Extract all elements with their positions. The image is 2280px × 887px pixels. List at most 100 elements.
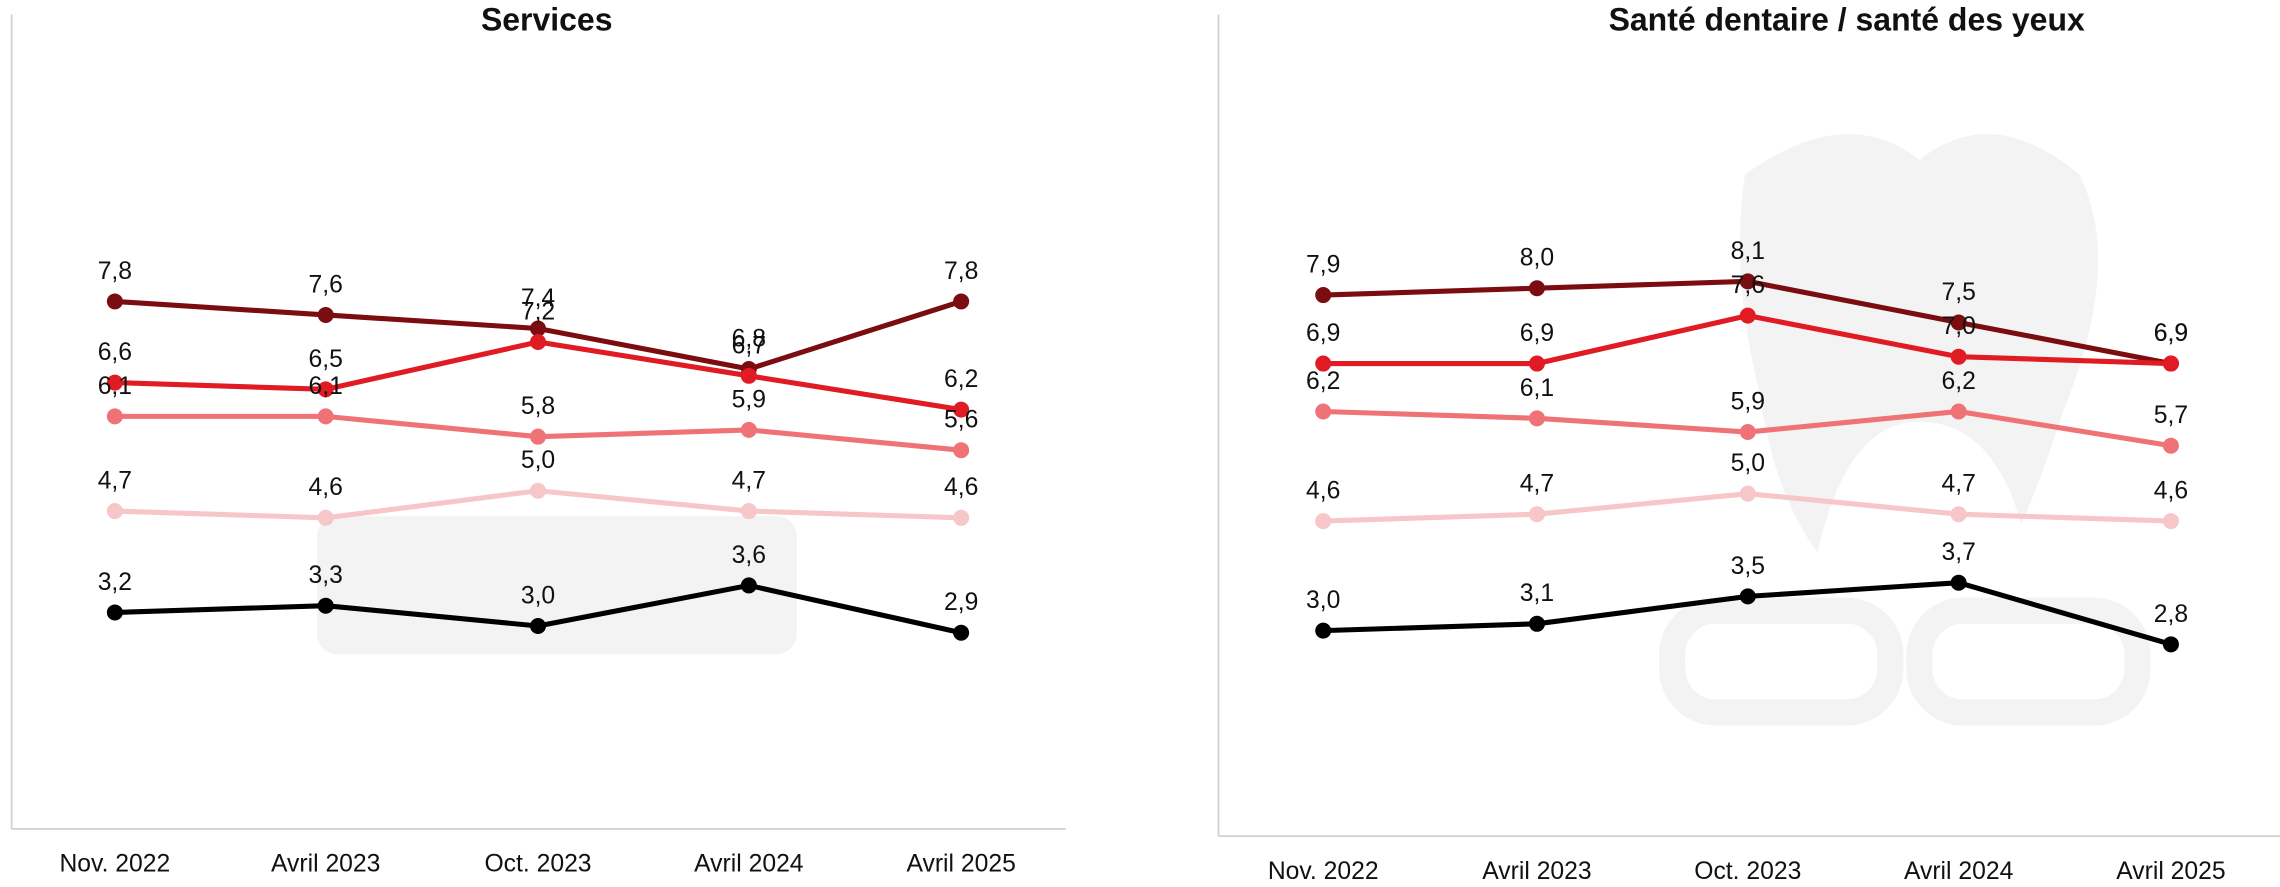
data-label: 6,6 bbox=[98, 339, 132, 366]
background-icons bbox=[316, 134, 2151, 726]
data-label: 5,9 bbox=[1731, 388, 1765, 415]
data-label: 3,2 bbox=[98, 569, 132, 596]
data-label: 6,8 bbox=[732, 326, 766, 353]
data-label: 7,8 bbox=[98, 258, 132, 285]
data-point bbox=[106, 374, 123, 391]
data-label: 4,6 bbox=[2154, 478, 2188, 505]
data-label: 7,6 bbox=[1731, 272, 1765, 299]
data-label: 7,8 bbox=[944, 258, 978, 285]
data-point bbox=[317, 381, 334, 398]
data-label: 4,7 bbox=[1520, 471, 1554, 498]
data-point bbox=[953, 401, 970, 418]
data-label: 6,5 bbox=[309, 346, 343, 373]
x-tick-label: Avril 2024 bbox=[694, 851, 804, 878]
data-label: 4,7 bbox=[732, 467, 766, 494]
data-point bbox=[530, 320, 547, 337]
data-label: 7,0 bbox=[1941, 313, 1975, 340]
data-label: 5,0 bbox=[521, 447, 555, 474]
data-point bbox=[953, 442, 970, 459]
data-label: 4,6 bbox=[1306, 478, 1340, 505]
data-label: 6,2 bbox=[1306, 368, 1340, 395]
data-label: 7,6 bbox=[309, 271, 343, 298]
data-label: 7,5 bbox=[1941, 279, 1975, 306]
data-point bbox=[106, 293, 123, 310]
data-point bbox=[740, 421, 757, 438]
data-label: 4,6 bbox=[309, 474, 343, 501]
x-tick-label: Avril 2025 bbox=[2116, 858, 2225, 885]
data-label: 6,9 bbox=[1520, 320, 1554, 347]
data-point bbox=[1739, 485, 1756, 502]
data-label: 3,0 bbox=[1306, 587, 1340, 614]
data-label: 7,2 bbox=[521, 298, 555, 325]
data-point bbox=[953, 509, 970, 526]
data-label: 5,9 bbox=[732, 386, 766, 413]
data-label: 6,1 bbox=[309, 373, 343, 400]
data-point bbox=[106, 503, 123, 520]
data-label: 4,7 bbox=[1941, 471, 1975, 498]
data-point bbox=[1950, 314, 1967, 331]
data-label: 5,6 bbox=[944, 407, 978, 434]
data-point bbox=[1739, 273, 1756, 290]
data-point bbox=[530, 334, 547, 351]
data-point bbox=[1739, 307, 1756, 324]
data-point bbox=[106, 408, 123, 425]
data-label: 4,7 bbox=[98, 467, 132, 494]
data-label: 2,8 bbox=[2154, 601, 2188, 628]
data-label: 3,0 bbox=[521, 582, 555, 609]
data-point bbox=[740, 503, 757, 520]
x-tick-label: Oct. 2023 bbox=[1694, 858, 1801, 885]
data-point bbox=[530, 428, 547, 445]
data-point bbox=[1528, 410, 1545, 427]
data-label: 6,9 bbox=[2154, 320, 2188, 347]
data-point bbox=[1528, 615, 1545, 632]
data-label: 3,3 bbox=[309, 562, 343, 589]
data-point bbox=[2162, 636, 2179, 653]
data-point bbox=[740, 577, 757, 594]
x-tick-label: Nov. 2022 bbox=[1268, 858, 1379, 885]
data-point bbox=[317, 306, 334, 323]
data-point bbox=[2162, 437, 2179, 454]
data-label: 6,7 bbox=[732, 332, 766, 359]
data-point bbox=[1315, 622, 1332, 639]
data-label: 6,9 bbox=[1306, 320, 1340, 347]
data-label: 6,2 bbox=[1941, 368, 1975, 395]
data-label: 7,9 bbox=[1306, 252, 1340, 279]
data-point bbox=[2162, 355, 2179, 372]
data-label: 6,1 bbox=[98, 373, 132, 400]
data-point bbox=[953, 293, 970, 310]
data-label: 6,9 bbox=[2154, 320, 2188, 347]
x-tick-label: Oct. 2023 bbox=[484, 851, 591, 878]
x-tick-label: Nov. 2022 bbox=[59, 851, 170, 878]
data-label: 5,7 bbox=[2154, 402, 2188, 429]
data-label: 5,0 bbox=[1731, 450, 1765, 477]
data-label: 8,0 bbox=[1520, 245, 1554, 272]
data-label: 3,6 bbox=[732, 542, 766, 569]
data-label: 3,7 bbox=[1941, 539, 1975, 566]
data-point bbox=[317, 597, 334, 614]
data-label: 4,6 bbox=[944, 474, 978, 501]
data-point bbox=[1528, 355, 1545, 372]
data-point bbox=[1739, 588, 1756, 605]
data-label: 5,8 bbox=[521, 393, 555, 420]
data-label: 2,9 bbox=[944, 589, 978, 616]
data-point bbox=[530, 482, 547, 499]
chart-title: Santé dentaire / santé des yeux bbox=[1609, 1, 2085, 37]
data-point bbox=[317, 408, 334, 425]
data-point bbox=[953, 624, 970, 641]
data-point bbox=[1950, 348, 1967, 365]
data-point bbox=[740, 367, 757, 384]
data-point bbox=[1739, 424, 1756, 441]
data-label: 8,1 bbox=[1731, 238, 1765, 265]
x-tick-label: Avril 2023 bbox=[1482, 858, 1591, 885]
x-tick-label: Avril 2023 bbox=[271, 851, 380, 878]
data-point bbox=[1528, 280, 1545, 297]
data-label: 3,1 bbox=[1520, 580, 1554, 607]
data-label: 7,4 bbox=[521, 285, 556, 312]
chart-title: Services bbox=[481, 1, 613, 37]
data-point bbox=[106, 604, 123, 621]
data-point bbox=[530, 617, 547, 634]
data-point bbox=[2162, 513, 2179, 530]
data-point bbox=[1950, 574, 1967, 591]
